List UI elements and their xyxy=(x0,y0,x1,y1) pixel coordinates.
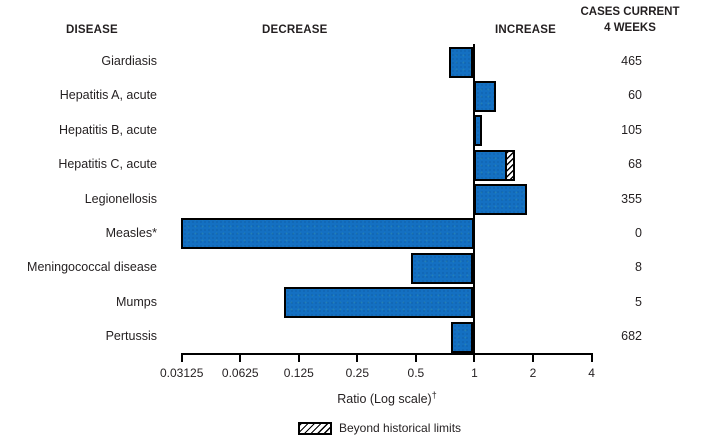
disease-label: Hepatitis C, acute xyxy=(58,157,157,172)
x-axis-tick xyxy=(356,353,359,362)
column-header-cases: CASES CURRENT 4 WEEKS xyxy=(578,4,682,36)
cases-current-4-weeks-value: 5 xyxy=(635,294,642,309)
ratio-bar xyxy=(473,184,527,216)
cases-current-4-weeks-value: 68 xyxy=(628,157,642,172)
legend: Beyond historical limits xyxy=(298,421,461,435)
disease-label: Hepatitis A, acute xyxy=(59,88,157,103)
x-axis-tick-label: 0.5 xyxy=(407,366,425,380)
disease-label: Hepatitis B, acute xyxy=(59,122,157,137)
x-axis-tick xyxy=(473,353,476,362)
disease-label: Legionellosis xyxy=(84,191,157,206)
x-axis-title-text: Ratio (Log scale) xyxy=(337,392,432,407)
ratio-bar xyxy=(451,321,474,353)
ratio-bar xyxy=(473,115,482,147)
cases-current-4-weeks-value: 355 xyxy=(621,191,642,206)
disease-label: Meningococcal disease xyxy=(27,260,157,275)
beyond-historical-limits-segment xyxy=(504,151,514,179)
x-axis-tick xyxy=(590,353,593,362)
column-header-increase: INCREASE xyxy=(495,24,557,36)
column-header-disease: DISEASE xyxy=(66,24,118,36)
x-axis-tick xyxy=(180,353,183,362)
ratio-bar xyxy=(473,149,516,181)
ratio-bar xyxy=(473,80,496,112)
ratio-bar xyxy=(411,252,474,284)
ratio-bar xyxy=(180,218,474,250)
disease-label: Giardiasis xyxy=(101,54,157,68)
x-axis-tick xyxy=(532,353,534,362)
column-header-decrease: DECREASE xyxy=(262,24,328,36)
cases-current-4-weeks-value: 682 xyxy=(621,329,642,344)
x-axis-tick-label: 0.25 xyxy=(345,366,370,380)
x-axis-tick-label: 0.03125 xyxy=(159,366,204,380)
x-axis-tick-label: 0.125 xyxy=(283,366,314,380)
column-header-cases-line1: CASES CURRENT xyxy=(580,6,680,18)
cases-current-4-weeks-value: 465 xyxy=(621,54,642,68)
x-axis-tick xyxy=(414,353,417,362)
disease-label: Measles* xyxy=(105,225,157,240)
x-axis-tick-label: 0.0625 xyxy=(221,366,259,380)
disease-label: Pertussis xyxy=(105,329,157,344)
column-header-cases-line2: 4 WEEKS xyxy=(604,22,656,34)
x-axis-tick xyxy=(239,353,242,362)
cases-current-4-weeks-value: 8 xyxy=(635,260,642,275)
x-axis-title: Ratio (Log scale)† xyxy=(181,390,593,406)
x-axis-tick-label: 4 xyxy=(588,366,595,380)
cases-current-4-weeks-value: 0 xyxy=(635,225,642,240)
x-axis-line xyxy=(181,353,593,355)
baseline-ratio-1-line xyxy=(472,44,475,354)
beyond-historical-limits-swatch xyxy=(298,421,332,435)
cases-current-4-weeks-value: 105 xyxy=(621,122,642,137)
x-axis-title-dagger: † xyxy=(431,390,437,400)
ratio-bar xyxy=(448,46,474,78)
cases-current-4-weeks-value: 60 xyxy=(628,88,642,103)
x-axis-tick-label: 1 xyxy=(471,366,478,380)
legend-label: Beyond historical limits xyxy=(339,421,462,435)
disease-label: Mumps xyxy=(116,294,157,309)
x-axis-tick-label: 2 xyxy=(529,366,537,380)
ratio-bar xyxy=(283,287,474,319)
x-axis-tick xyxy=(297,353,300,362)
